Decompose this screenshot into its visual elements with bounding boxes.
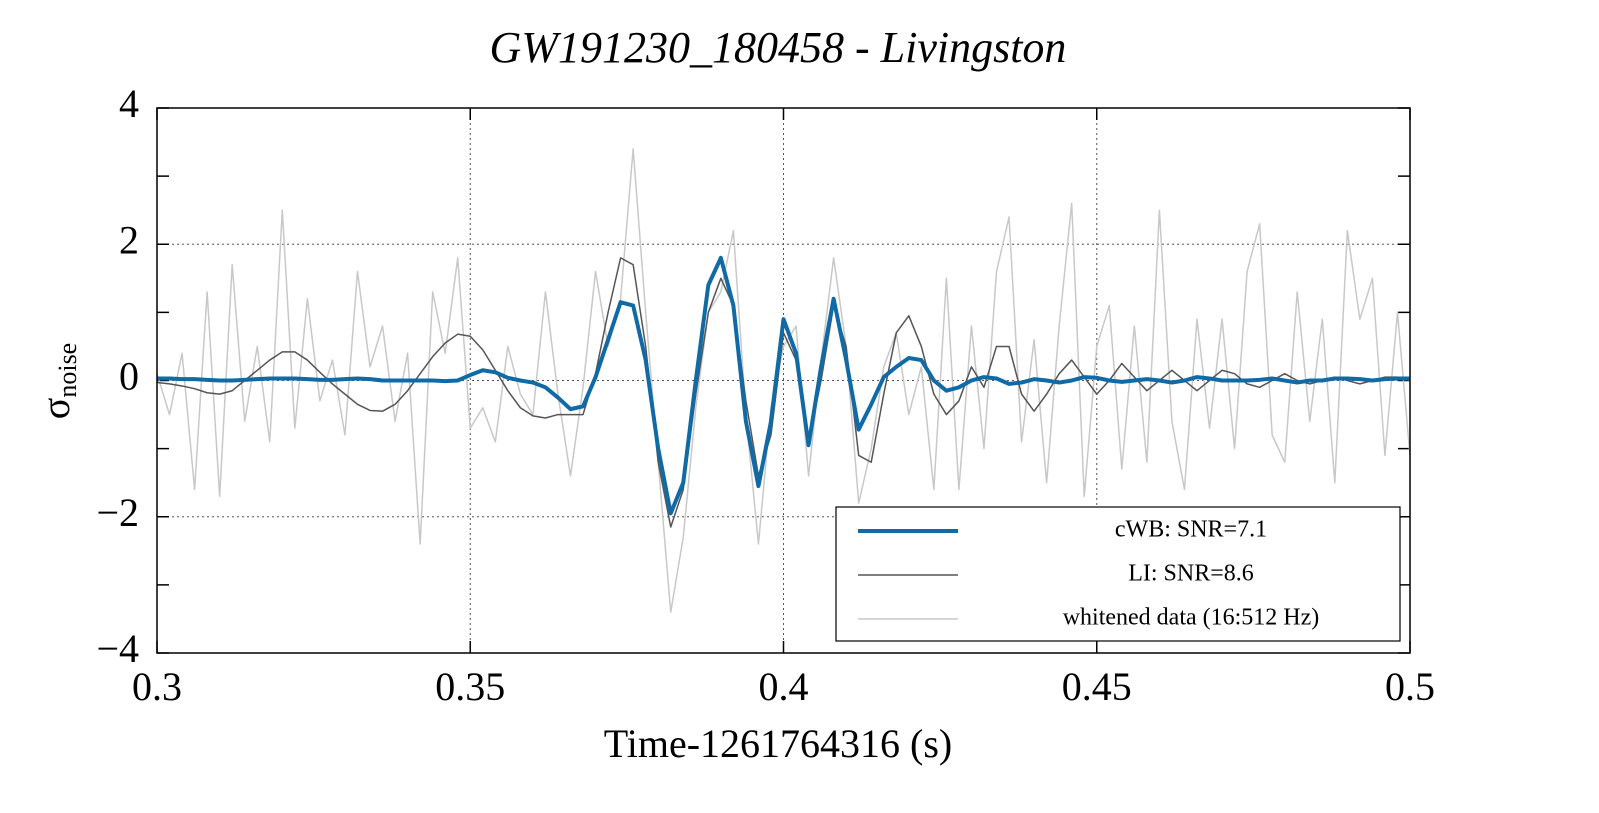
y-axis-subscript: noise [53,343,82,398]
y-axis-label: σnoise [33,343,82,419]
x-tick-label: 0.4 [759,664,809,709]
x-tick-label: 0.35 [435,664,505,709]
x-tick-label: 0.45 [1062,664,1132,709]
x-tick-label: 0.5 [1385,664,1435,709]
series-line [157,255,1410,516]
y-tick-label: 2 [119,217,139,262]
legend-label: LI: SNR=8.6 [1128,561,1254,587]
legend-label: whitened data (16:512 Hz) [1063,605,1320,631]
legend-label: cWB: SNR=7.1 [1115,517,1267,543]
x-axis-label: Time-1261764316 (s) [604,721,953,766]
series-line [157,148,1410,613]
y-axis-label-group: σnoise [33,343,82,419]
y-tick-label: 4 [119,81,139,126]
y-tick-label: 0 [119,354,139,399]
y-tick-label: −2 [96,490,139,535]
y-axis-symbol: σ [33,398,78,420]
y-tick-label: −4 [96,626,139,671]
plot-frame [156,107,1411,654]
chart-title: GW191230_180458 - Livingston [490,23,1067,72]
x-tick-label: 0.3 [132,664,182,709]
